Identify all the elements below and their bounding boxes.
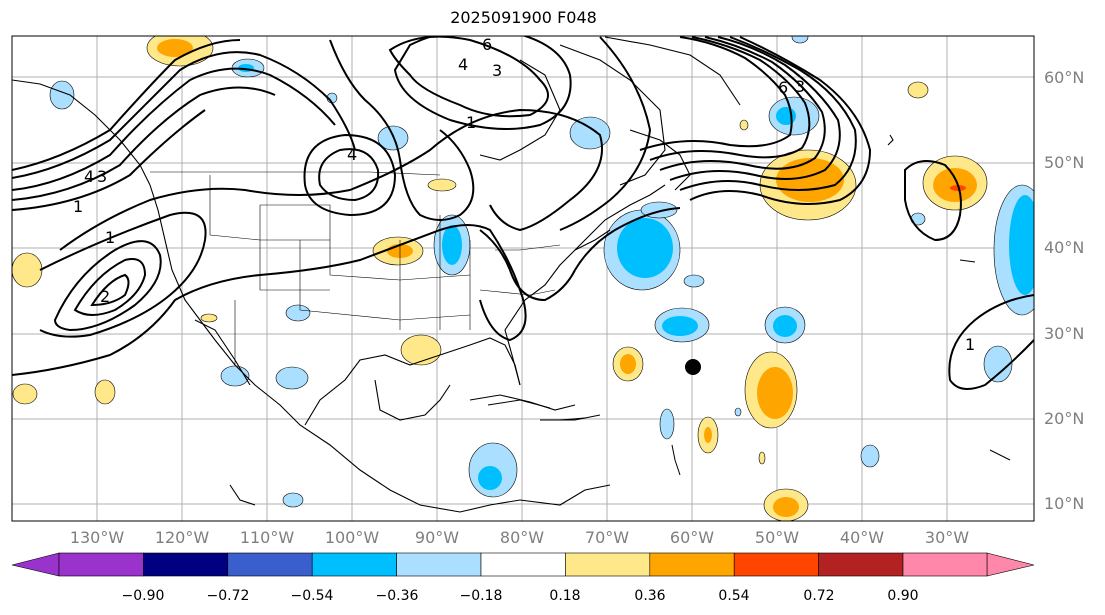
colorbar-tick-label: −0.36 (375, 588, 419, 604)
colorbar-tick-label: −0.54 (290, 588, 334, 604)
colorbar-segment (902, 552, 988, 577)
lat-label: 40°N (1044, 238, 1085, 257)
colorbar-extend-high (986, 552, 1035, 577)
colorbar-tick-label: 0.18 (549, 588, 581, 604)
contour-labels: 6 4 3 1 4 3 1 6 3 4 2 1 1 (73, 35, 975, 354)
coastlines (12, 36, 894, 513)
colorbar-segment (649, 552, 735, 577)
colorbar-segment (480, 552, 566, 577)
lat-label: 50°N (1044, 153, 1085, 172)
map-frame (11, 35, 1035, 522)
contour-label: 1 (466, 113, 476, 132)
lon-label: 100°W (324, 528, 380, 547)
lon-label: 130°W (69, 528, 125, 547)
lon-label: 120°W (154, 528, 210, 547)
shaded-anomalies (12, 36, 1034, 521)
lon-label: 50°W (754, 528, 800, 547)
colorbar-segment (565, 552, 651, 577)
colorbar-segment (58, 552, 144, 577)
contour-label: 6 (778, 78, 788, 97)
contour-label: 3 (97, 167, 107, 186)
contour-label: 4 (84, 167, 94, 186)
lon-label: 90°W (414, 528, 460, 547)
colorbar-segment (733, 552, 819, 577)
lon-label: 60°W (669, 528, 715, 547)
colorbar-tick-label: 0.72 (803, 588, 835, 604)
colorbar-tick-label: −0.72 (206, 588, 250, 604)
contour-label: 2 (100, 287, 110, 306)
colorbar (11, 552, 1035, 577)
colorbar-tick-label: 0.36 (634, 588, 666, 604)
colorbar-segment (311, 552, 397, 577)
contour-label: 4 (347, 145, 357, 164)
contour-label: 1 (965, 335, 975, 354)
lon-label: 70°W (584, 528, 630, 547)
colorbar-tick-label: −0.18 (459, 588, 503, 604)
colorbar-segment (227, 552, 313, 577)
contour-label: 3 (795, 77, 805, 96)
contour-label: 4 (458, 55, 468, 74)
lon-label: 110°W (239, 528, 295, 547)
colorbar-tick-label: −0.90 (121, 588, 165, 604)
storm-center-marker (685, 359, 701, 375)
colorbar-segment (143, 552, 229, 577)
islands (487, 259, 1011, 476)
colorbar-tick-label: 0.90 (887, 588, 919, 604)
lat-label: 60°N (1044, 68, 1085, 87)
geopotential-contours (12, 36, 1034, 390)
colorbar-segment (818, 552, 904, 577)
lat-label: 30°N (1044, 324, 1085, 343)
contour-label: 1 (73, 197, 83, 216)
lon-label: 40°W (839, 528, 885, 547)
colorbar-segment (396, 552, 482, 577)
lon-label: 30°W (924, 528, 970, 547)
state-borders (150, 171, 561, 365)
contour-label: 1 (105, 228, 115, 247)
lat-label: 20°N (1044, 409, 1085, 428)
contour-label: 6 (482, 35, 492, 54)
contour-label: 3 (492, 61, 502, 80)
map-title: 2025091900 F048 (450, 8, 597, 27)
colorbar-extend-low (11, 552, 60, 577)
lon-label: 80°W (499, 528, 545, 547)
lat-label: 10°N (1044, 494, 1085, 513)
colorbar-tick-label: 0.54 (718, 588, 750, 604)
gridlines (12, 36, 1034, 521)
